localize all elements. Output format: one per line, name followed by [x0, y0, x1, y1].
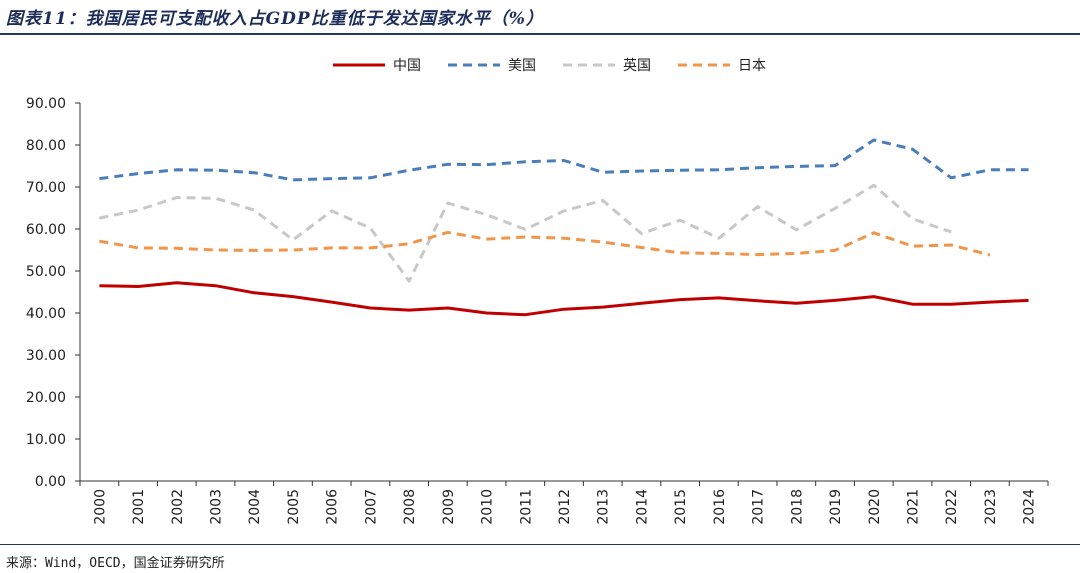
x-tick-label: 2017: [751, 489, 767, 525]
y-tick-label: 30.00: [26, 348, 66, 364]
line-chart: 中国 美国 英国 日本 0.00 10.00 20.00 30.00 40.00 50.00 60…: [26, 57, 1049, 525]
x-tick-label: 2004: [247, 489, 263, 525]
series-line-4: [99, 230, 991, 257]
x-tick-label: 2011: [518, 489, 534, 525]
x-tick-label: 2023: [983, 489, 999, 525]
y-tick-label: 0.00: [35, 474, 66, 490]
x-tick-label: 2002: [170, 489, 186, 525]
x-tick-label: 2012: [557, 489, 573, 525]
source-note: 来源：Wind，OECD，国金证券研究所: [6, 556, 225, 571]
x-tick-label: 2018: [789, 489, 805, 525]
x-tick-label: 2019: [828, 489, 844, 525]
y-tick-label: 50.00: [26, 264, 66, 280]
x-tick-label: 2013: [596, 489, 612, 525]
y-tick-label: 60.00: [26, 222, 66, 238]
title-rule: [0, 33, 1080, 35]
series-line-1: [99, 281, 1029, 317]
y-tick-label: 90.00: [26, 96, 66, 112]
y-tick-label: 20.00: [26, 390, 66, 406]
x-tick-label: 2007: [363, 489, 379, 525]
x-tick-label: 2020: [867, 489, 883, 525]
x-tick-label: 2015: [673, 489, 689, 525]
y-tick-label: 40.00: [26, 306, 66, 322]
x-tick-label: 2010: [480, 489, 496, 525]
source-rule: [0, 544, 1080, 545]
x-tick-label: 2022: [944, 489, 960, 525]
legend-label-2: 美国: [508, 58, 536, 74]
x-tick-label: 2005: [286, 489, 302, 525]
y-axis: 0.00 10.00 20.00 30.00 40.00 50.00 60.00 70.00 8…: [26, 96, 81, 490]
x-tick-label: 2006: [325, 489, 341, 525]
x-tick-label: 2001: [131, 489, 147, 525]
x-tick-label: 2009: [441, 489, 457, 525]
x-tick-label: 2024: [1022, 489, 1038, 525]
x-axis: 2000 2001 2002 2003 2004 2005 2006 2007 2008 2009…: [79, 480, 1049, 525]
y-tick-label: 70.00: [26, 180, 66, 196]
x-tick-label: 2021: [905, 489, 921, 525]
y-tick-label: 10.00: [26, 432, 66, 448]
x-tick-label: 2016: [712, 489, 728, 525]
series-line-2: [99, 138, 1029, 182]
x-tick-label: 2008: [402, 489, 418, 525]
figure-title: 图表11：我国居民可支配收入占GDP比重低于发达国家水平（%）: [6, 9, 544, 29]
x-tick-label: 2014: [634, 489, 650, 525]
chart-legend: 中国 美国 英国 日本: [333, 57, 766, 74]
legend-label-3: 英国: [623, 57, 651, 74]
legend-label-4: 日本: [738, 58, 766, 74]
x-tick-label: 2000: [92, 489, 108, 525]
series-line-3: [99, 183, 952, 283]
x-tick-label: 2003: [209, 489, 225, 525]
y-tick-label: 80.00: [26, 138, 66, 154]
series-group: [99, 138, 1029, 317]
legend-label-1: 中国: [393, 58, 421, 74]
